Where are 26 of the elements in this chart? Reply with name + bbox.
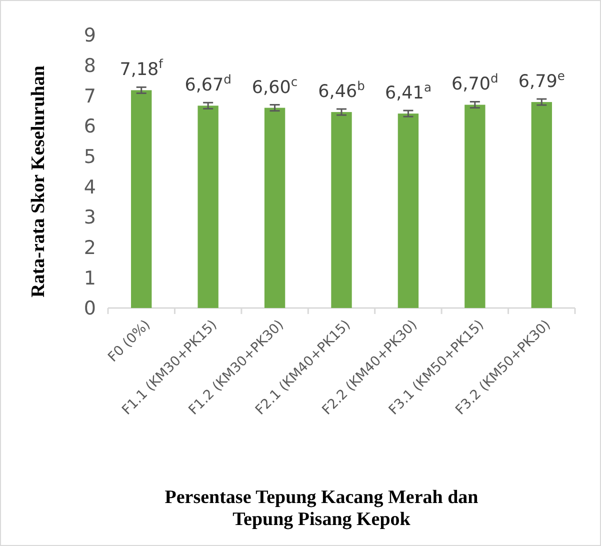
data-label: 6,60$^{c}$ xyxy=(252,74,298,98)
y-tick-label: 2 xyxy=(84,236,96,259)
y-tick-label: 9 xyxy=(84,24,96,47)
bar xyxy=(464,104,486,308)
bar xyxy=(531,102,552,308)
y-tick-label: 8 xyxy=(84,54,96,77)
data-label: 6,67$^{d}$ xyxy=(184,72,232,96)
data-label: 6,46$^{b}$ xyxy=(318,79,366,102)
bar xyxy=(131,90,152,308)
bar xyxy=(398,114,419,308)
bar xyxy=(264,108,286,308)
y-tick-label: 4 xyxy=(84,176,96,198)
y-tick-label: 5 xyxy=(84,146,96,168)
data-label: 6,41$^{a}$ xyxy=(384,80,432,104)
x-axis-title: Persentase Tepung Kacang Merah dan Tepung Pisang Kepok xyxy=(164,487,479,530)
y-tick-label: 6 xyxy=(84,116,96,138)
bar xyxy=(331,112,352,308)
y-axis-title: Rata-rata Skor Keseluruhan xyxy=(28,65,49,298)
y-tick-label: 7 xyxy=(84,85,96,108)
data-label: 6,70$^{d}$ xyxy=(452,72,498,95)
y-tick-label: 3 xyxy=(84,206,96,229)
y-tick-label: 0 xyxy=(84,298,96,320)
data-label: 7,18$^{f}$ xyxy=(120,57,164,80)
data-label: 6,79$^{e}$ xyxy=(518,69,565,92)
y-tick-label: 1 xyxy=(84,267,96,290)
bar xyxy=(198,106,218,308)
